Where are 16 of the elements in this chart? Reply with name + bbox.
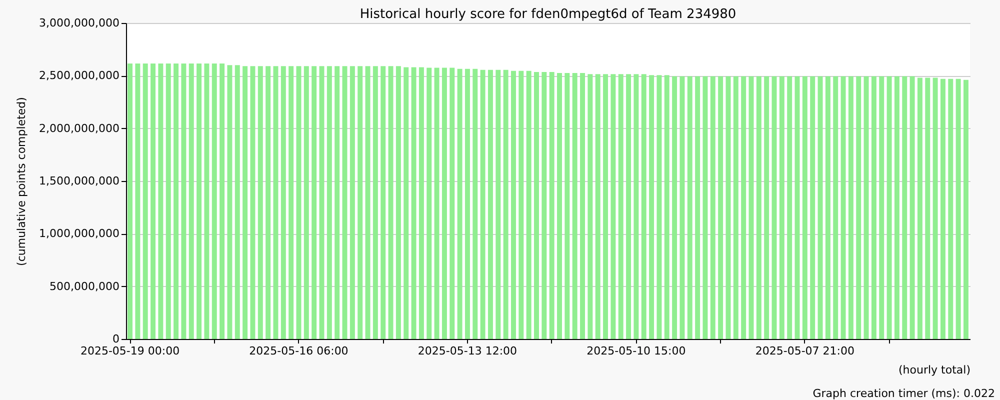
x-tick-label: 2025-05-10 15:00 (586, 344, 686, 358)
y-tick-label: 0 (112, 332, 120, 346)
text: Graph creation timer (ms): 0.022 (812, 387, 995, 400)
y-tick-label: 1,000,000,000 (39, 227, 120, 240)
x-tick-label: 2025-05-19 00:00 (80, 344, 180, 358)
chart-title: Historical hourly score for fden0mpegt6d of Team 234980 (360, 7, 736, 22)
y-tick-label: 2,500,000,000 (39, 69, 120, 82)
y-axis-title: (cumulative points completed) (15, 97, 28, 266)
x-tick-label: 2025-05-07 21:00 (755, 344, 854, 358)
y-tick-label: 3,000,000,000 (39, 16, 120, 30)
y-tick-label: 500,000,000 (50, 280, 120, 293)
x-tick-label: 2025-05-16 06:00 (249, 344, 348, 358)
x-tick-label: 2025-05-13 12:00 (418, 344, 518, 358)
y-tick-label: 1,500,000,000 (39, 174, 120, 188)
x-axis-title: (hourly total) (898, 364, 970, 376)
y-tick-label: 2,000,000,000 (39, 122, 120, 135)
